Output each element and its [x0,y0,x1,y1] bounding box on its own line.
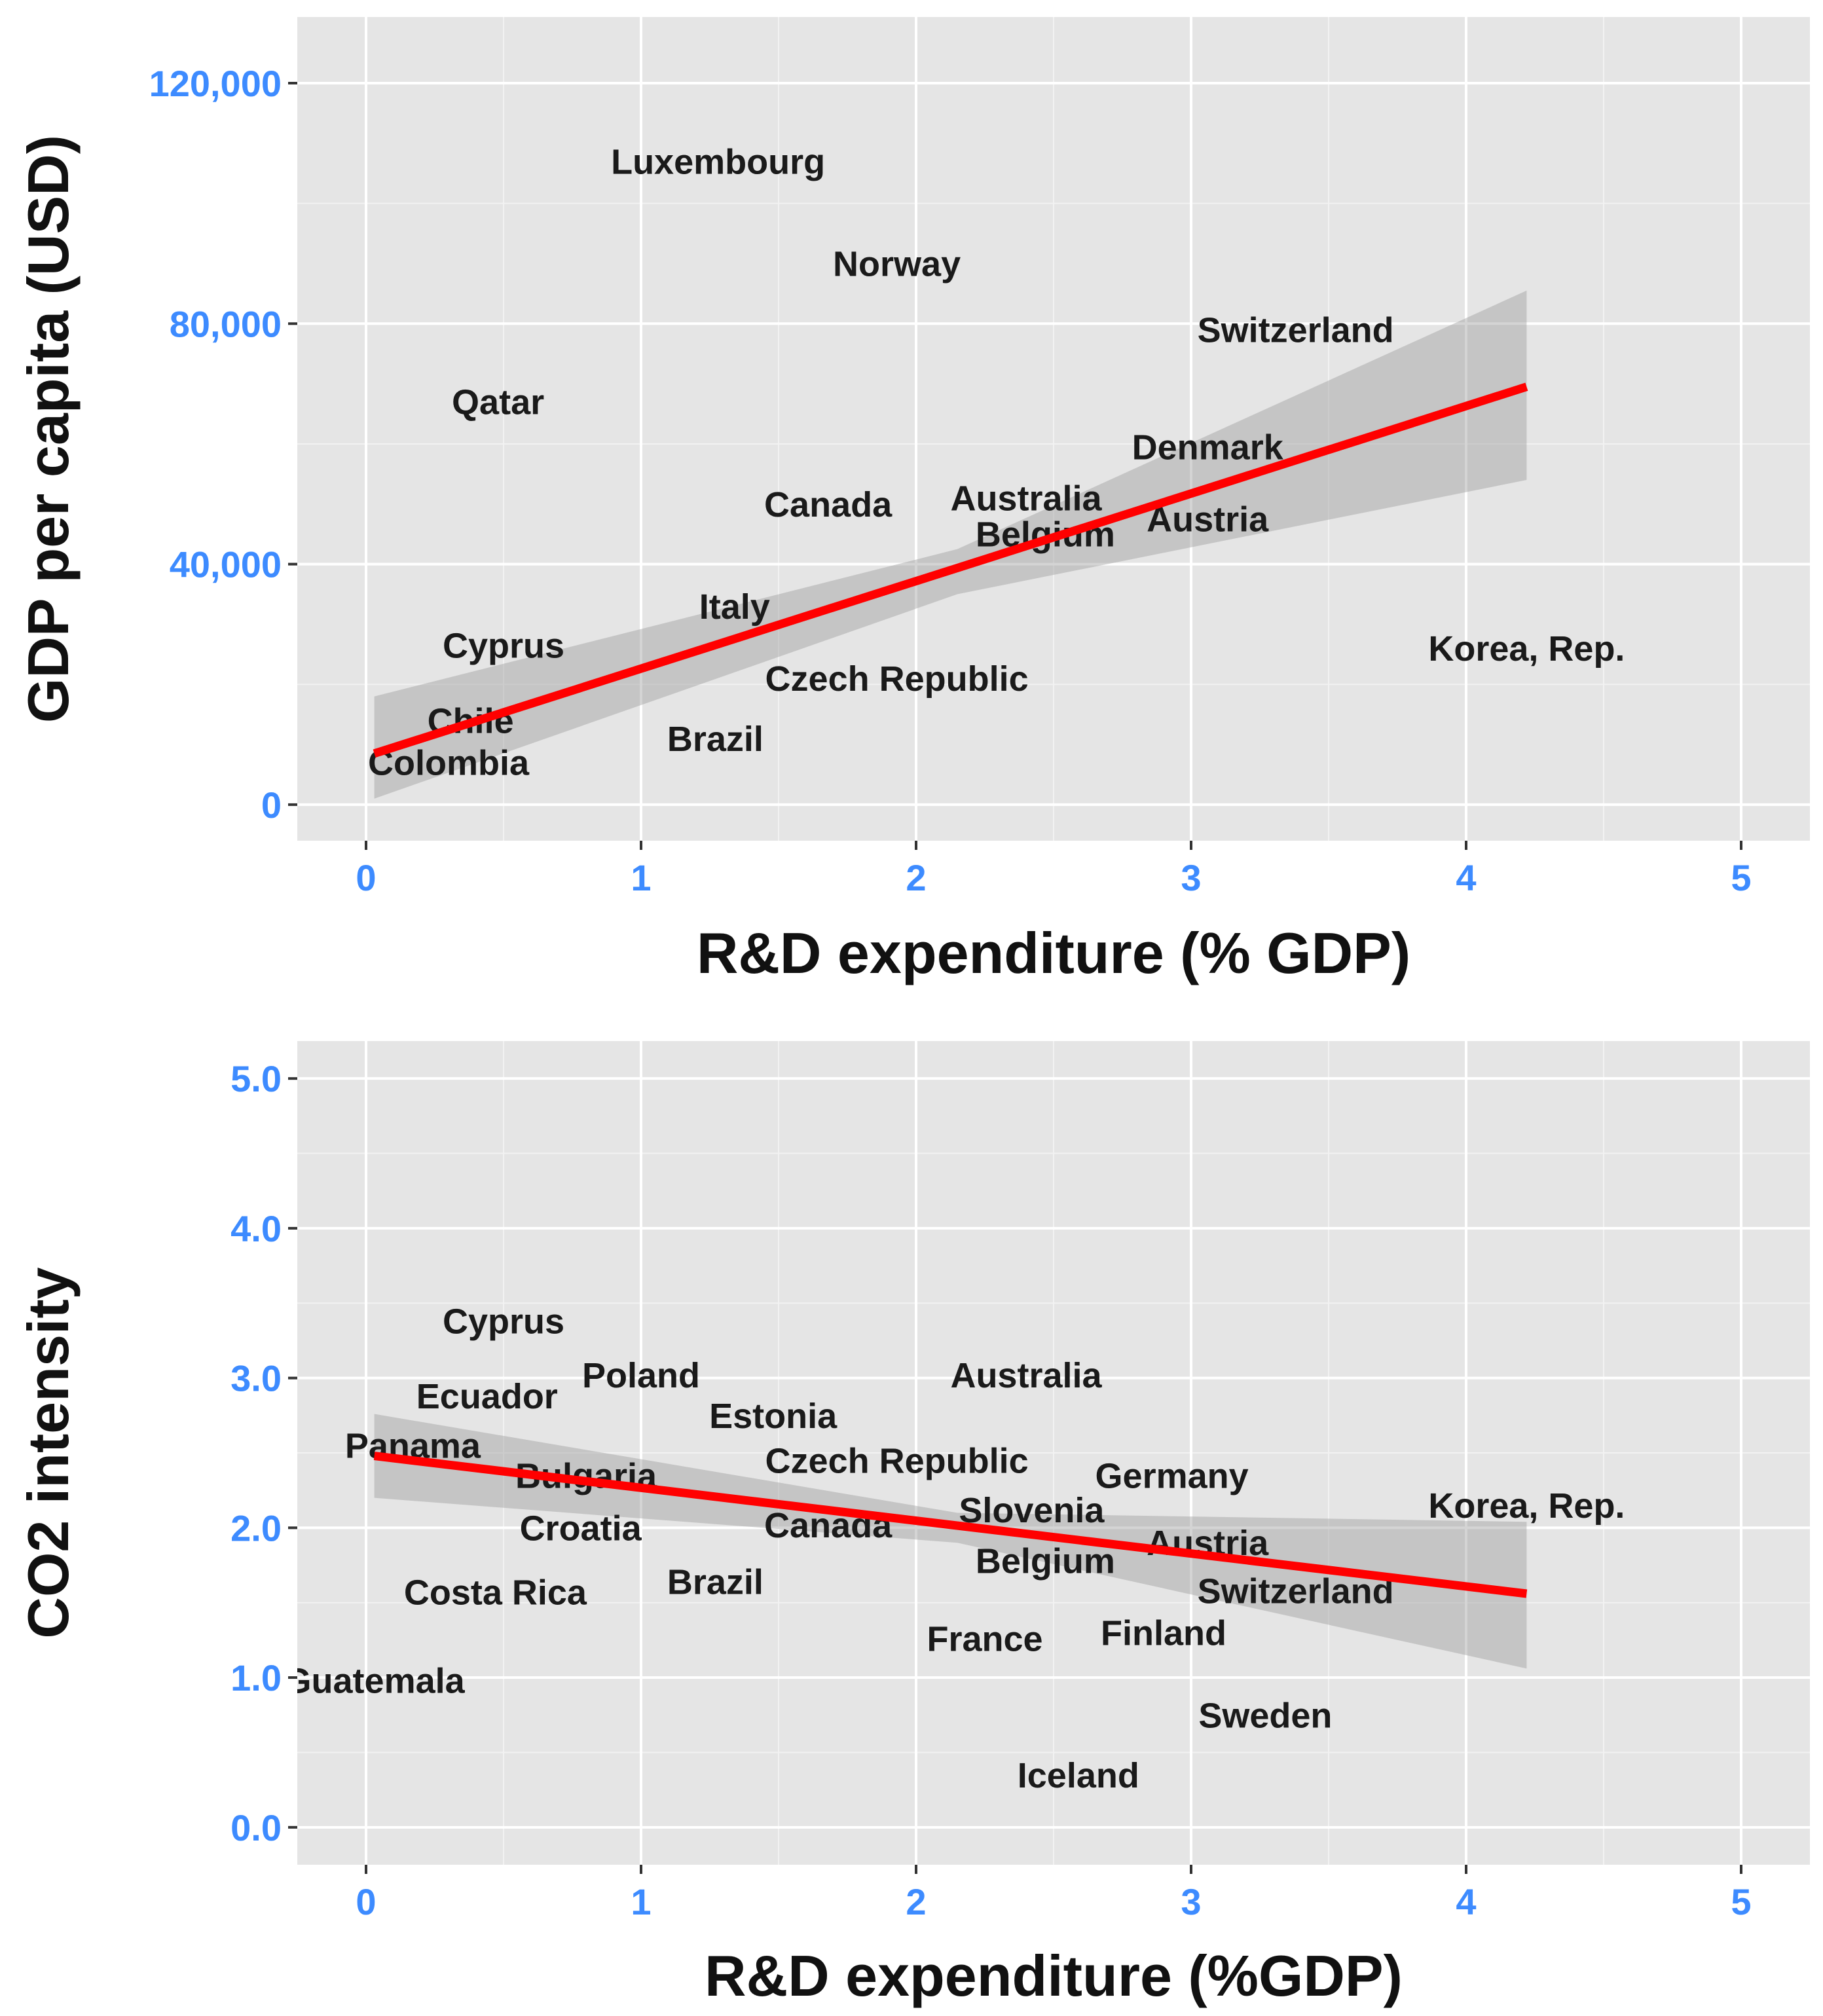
point-label: Australia [950,479,1102,519]
point-label: Costa Rica [404,1573,587,1613]
y-tick-label: 5.0 [230,1058,282,1099]
x-tick-label: 4 [1456,857,1476,898]
point-label: Austria [1147,500,1269,540]
point-label: Italy [699,587,770,627]
scatter-panel-gdp: Luxembourg Norway Switzerland Qatar Denmark C… [16,17,1810,985]
x-axis-title: R&D expenditure (%GDP) [705,1943,1403,2008]
y-tick-label: 2.0 [230,1507,282,1549]
point-label: Denmark [1132,428,1284,467]
x-tick-label: 2 [906,857,926,898]
x-tick-label: 0 [356,1881,376,1922]
point-label: Estonia [709,1397,838,1436]
x-tick-label: 3 [1181,1881,1201,1922]
point-label: Cyprus [443,627,564,666]
regression-line [373,382,1528,758]
regression-line [373,1452,1528,1598]
point-label: Korea, Rep. [1428,1486,1625,1526]
point-label: Czech Republic [765,1441,1029,1480]
x-tick-label: 0 [356,857,376,898]
axis-ticks: 0 1 2 3 4 5 0.0 1.0 2.0 3.0 4.0 5.0 [230,1058,1751,1922]
y-tick-label: 80,000 [170,303,282,344]
point-label: Canada [764,485,893,524]
point-label: Slovenia [959,1491,1105,1530]
point-label: Luxembourg [611,142,825,181]
x-tick-label: 5 [1731,857,1751,898]
y-tick-label: 40,000 [170,544,282,585]
y-tick-label: 0 [261,784,282,826]
y-axis-title: GDP per capita (USD) [16,135,81,723]
point-label: Switzerland [1198,1571,1394,1611]
confidence-band [374,1414,1527,1669]
x-tick-label: 4 [1456,1881,1476,1922]
point-label: Switzerland [1198,310,1394,350]
x-tick-label: 3 [1181,857,1201,898]
point-label: Cyprus [443,1302,564,1342]
x-axis-title: R&D expenditure (% GDP) [697,921,1410,985]
point-label: Norway [833,244,961,284]
point-label: France [927,1620,1042,1659]
point-label: Brazil [667,720,764,759]
point-label: Germany [1096,1456,1249,1495]
gridlines [297,17,1810,841]
point-label: Guatemala [284,1662,466,1701]
y-tick-label: 120,000 [149,63,282,104]
point-label: Czech Republic [765,659,1029,699]
point-label: Belgium [976,1542,1115,1581]
point-label: Brazil [667,1563,764,1602]
point-label: Iceland [1018,1756,1139,1795]
x-tick-label: 1 [631,1881,651,1922]
confidence-band-layer [374,1414,1527,1669]
point-label: Korea, Rep. [1428,629,1625,669]
x-tick-label: 2 [906,1881,926,1922]
point-label: Qatar [452,383,544,422]
confidence-band [374,290,1527,799]
y-tick-label: 0.0 [230,1807,282,1848]
point-label: Sweden [1198,1696,1332,1735]
y-axis-title: CO2 intensity [16,1267,81,1638]
y-tick-label: 4.0 [230,1208,282,1249]
point-label: Poland [582,1356,700,1395]
point-label: Australia [950,1356,1102,1395]
y-tick-label: 3.0 [230,1358,282,1399]
x-tick-label: 1 [631,857,651,898]
fit-line-layer [373,1452,1528,1598]
point-label: Croatia [520,1509,642,1548]
y-tick-label: 1.0 [230,1657,282,1698]
confidence-band-layer [374,290,1527,799]
point-label: Finland [1101,1613,1226,1653]
x-tick-label: 5 [1731,1881,1751,1922]
gridlines [297,1041,1810,1865]
fit-line-layer [373,382,1528,758]
point-label: Ecuador [416,1377,558,1416]
point-labels: Luxembourg Norway Switzerland Qatar Denmark C… [368,142,1625,782]
axis-ticks: 0 1 2 3 4 5 0 40,000 80,000 120,000 [149,63,1752,898]
